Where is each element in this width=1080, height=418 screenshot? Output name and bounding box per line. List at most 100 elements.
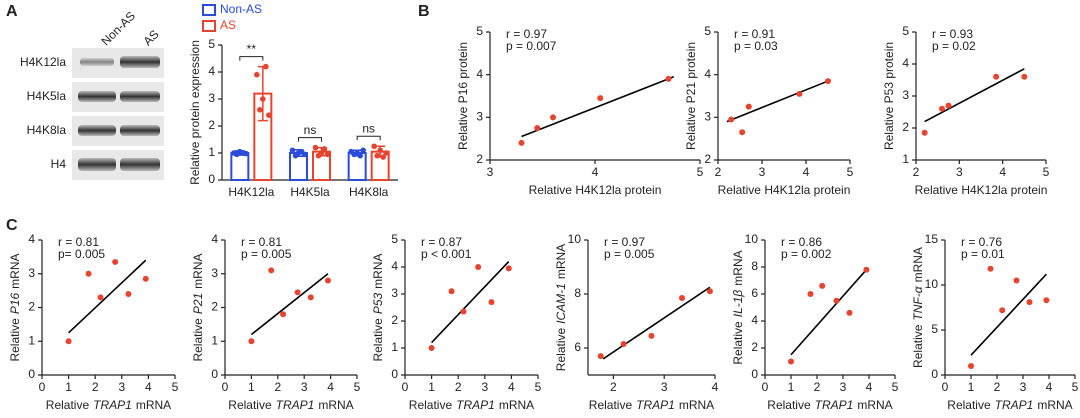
stat-annotation: r = 0.86 [781, 235, 822, 249]
y-tick-label: 10 [745, 232, 759, 246]
y-tick-label: 2 [208, 118, 215, 132]
x-tick-label: H4K5la [290, 185, 330, 199]
y-tick-label: 5 [208, 37, 215, 51]
data-point [243, 150, 249, 157]
x-tick-label: 5 [847, 165, 854, 179]
data-point [460, 308, 467, 315]
fit-line [521, 76, 675, 138]
x-tick-label: 0 [39, 380, 46, 394]
fit-line [726, 80, 829, 123]
data-point [825, 78, 831, 85]
data-point [475, 264, 482, 270]
y-axis-label: Relative TNF-α mRNA [911, 247, 925, 368]
blot-column: AS [140, 27, 161, 48]
stat-annotation: r = 0.81 [241, 235, 282, 249]
y-tick-label: 2 [902, 120, 909, 134]
data-point [788, 358, 794, 365]
data-point [266, 112, 272, 118]
x-tick-label: 0 [222, 380, 229, 394]
x-tick-label: 4 [508, 380, 515, 394]
bar [347, 152, 367, 181]
x-tick-label: 2 [913, 165, 920, 179]
data-point [371, 143, 377, 150]
fit-line [431, 261, 510, 344]
data-point [280, 311, 287, 318]
label-part: TRAP1 [456, 398, 495, 412]
y-tick-label: 3 [208, 91, 215, 105]
data-point [377, 147, 383, 154]
label-part: mRNA [136, 398, 171, 412]
y-axis-label: Relative P16 protein [456, 42, 470, 150]
x-tick-label: 2 [994, 380, 1001, 394]
y-tick-label: 5 [391, 232, 398, 246]
x-tick-label: 5 [172, 380, 179, 394]
y-tick-label: 5 [931, 322, 938, 336]
data-point [863, 266, 870, 273]
fit-line [250, 273, 329, 336]
bar [230, 152, 250, 181]
data-point [550, 114, 556, 121]
significance-label: ns [304, 123, 317, 137]
data-point [263, 63, 269, 70]
data-point [678, 295, 685, 302]
data-point [728, 116, 735, 123]
y-axis-label: Relative P21 protein [684, 42, 698, 150]
x-axis-label: Relative H4K12la protein [915, 183, 1048, 197]
x-axis-label: Relative H4K12la protein [529, 183, 662, 197]
label-part: P16 [8, 292, 22, 314]
x-tick-label: 5 [697, 165, 704, 179]
label-part: mRNA [8, 253, 22, 288]
data-point [518, 139, 525, 146]
data-point [307, 294, 314, 301]
stat-annotation: p = 0.03 [734, 39, 778, 53]
y-tick-label: 4 [208, 64, 215, 78]
data-point [921, 129, 928, 136]
label-part: IL-1β [731, 290, 745, 318]
x-tick-label: 1 [248, 380, 255, 394]
data-point [360, 147, 366, 154]
blot-band [78, 91, 116, 102]
data-point [1013, 277, 1020, 284]
data-point [97, 294, 104, 301]
y-tick-label: 1 [391, 340, 398, 354]
data-point [85, 270, 92, 277]
y-axis-label: Relative ICAM-1 mRNA [554, 244, 568, 371]
data-point [968, 363, 974, 369]
data-point [65, 338, 72, 345]
fit-line [970, 273, 1047, 356]
y-axis-label: Relative P16 mRNA [8, 253, 22, 361]
data-point [324, 151, 331, 158]
y-axis-label: Relative P53 mRNA [371, 253, 385, 361]
legend-swatch [202, 20, 216, 32]
x-axis-label: Relative TRAP1 mRNA [589, 398, 714, 412]
x-tick-label: 3 [118, 380, 125, 394]
legend-swatch [202, 4, 216, 16]
x-tick-label: 0 [402, 380, 409, 394]
x-tick-label: 4 [999, 165, 1006, 179]
x-axis-label: Relative TRAP1 mRNA [228, 398, 353, 412]
label-part: Relative [371, 318, 385, 362]
label-part: Relative [191, 318, 205, 362]
label-part: ICAM-1 [554, 283, 568, 324]
x-tick-label: 1 [65, 380, 72, 394]
y-tick-label: 8 [574, 286, 581, 300]
x-tick-label: H4K8la [349, 185, 389, 199]
data-point [987, 265, 994, 272]
y-axis-label: Relative P53 protein [882, 42, 896, 150]
label-part: TRAP1 [636, 398, 675, 412]
x-tick-label: H4K12la [228, 185, 274, 199]
data-point [796, 90, 803, 97]
stat-annotation: p = 0.002 [781, 247, 832, 261]
legend-label: Non-AS [220, 2, 262, 16]
y-tick-label: 0 [208, 172, 215, 186]
data-point [112, 258, 119, 265]
label-part: P53 [371, 292, 385, 314]
stat-annotation: p < 0.001 [421, 247, 472, 261]
x-axis-label: Relative TRAP1 mRNA [947, 398, 1072, 412]
label-part: mRNA [731, 250, 745, 285]
blot-row: H4 [51, 157, 67, 171]
x-tick-label: 4 [803, 165, 810, 179]
stat-annotation: p = 0.005 [241, 247, 292, 261]
y-tick-label: 4 [704, 67, 711, 81]
